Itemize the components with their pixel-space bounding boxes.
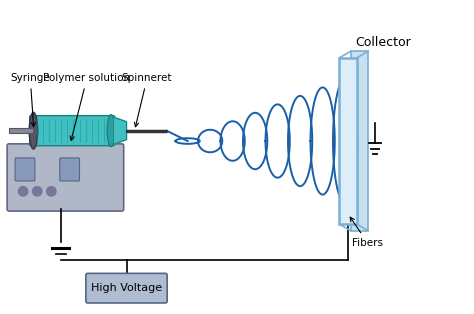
- Text: Spinneret: Spinneret: [122, 73, 173, 127]
- FancyBboxPatch shape: [30, 116, 115, 146]
- FancyBboxPatch shape: [86, 273, 167, 303]
- Ellipse shape: [29, 112, 37, 149]
- Polygon shape: [351, 51, 368, 231]
- Text: High Voltage: High Voltage: [91, 283, 162, 293]
- Ellipse shape: [107, 115, 115, 147]
- FancyBboxPatch shape: [7, 144, 124, 211]
- FancyBboxPatch shape: [60, 158, 80, 181]
- Text: Polymer solution: Polymer solution: [43, 73, 130, 140]
- Text: Collector: Collector: [355, 36, 410, 49]
- Text: Syringe: Syringe: [10, 73, 50, 127]
- Circle shape: [18, 187, 28, 196]
- Circle shape: [33, 187, 42, 196]
- Circle shape: [46, 187, 56, 196]
- Polygon shape: [113, 117, 127, 144]
- Polygon shape: [339, 58, 357, 224]
- Text: Fibers: Fibers: [350, 217, 383, 248]
- FancyBboxPatch shape: [15, 158, 35, 181]
- Bar: [9, 128, 33, 133]
